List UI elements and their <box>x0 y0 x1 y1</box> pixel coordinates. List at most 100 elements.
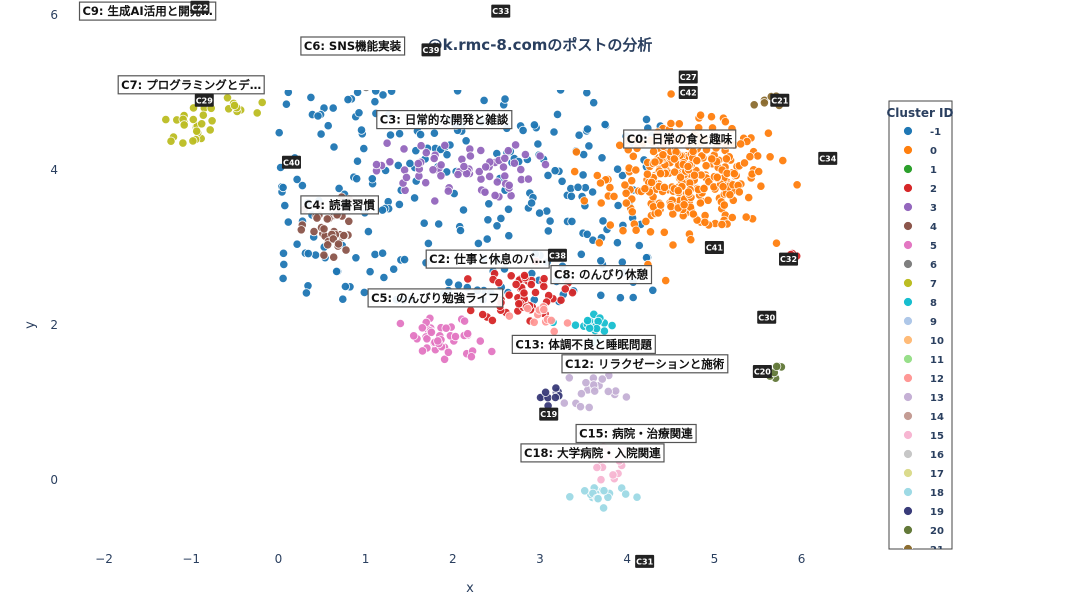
scatter-point <box>473 238 483 248</box>
cluster-badge-text: C30 <box>758 313 775 322</box>
legend-item[interactable]: 6 <box>903 259 938 272</box>
scatter-point <box>130 31 138 39</box>
scatter-point <box>517 0 525 7</box>
scatter-point <box>620 180 630 190</box>
legend-item[interactable]: 20 <box>903 525 944 538</box>
scatter-point <box>608 470 618 480</box>
cluster-badge-box <box>752 365 772 378</box>
scatter-point <box>551 1 559 9</box>
scatter-point <box>429 5 437 13</box>
scatter-point <box>443 347 453 357</box>
legend-item[interactable]: 1 <box>903 164 938 177</box>
legend-item[interactable]: 7 <box>903 278 938 291</box>
scatter-point <box>413 159 423 169</box>
legend-item[interactable]: 16 <box>903 449 944 462</box>
legend-item[interactable]: 17 <box>903 468 944 481</box>
legend-item[interactable]: 21 <box>903 544 944 557</box>
scatter-point <box>589 98 599 108</box>
scatter-point <box>628 292 638 303</box>
scatter-point <box>140 44 148 52</box>
cluster-annotation-text: C8: のんびり休憩 <box>554 268 649 282</box>
scatter-point <box>478 309 488 320</box>
scatter-point <box>744 193 754 203</box>
scatter-point <box>133 35 141 43</box>
scatter-point <box>330 58 338 66</box>
scatter-point <box>379 272 389 283</box>
scatter-point <box>613 200 623 211</box>
legend-item[interactable]: 18 <box>903 487 944 500</box>
legend-item[interactable]: -1 <box>903 126 942 139</box>
scatter-point <box>576 249 586 259</box>
scatter-point <box>532 64 540 72</box>
scatter-point <box>421 178 431 188</box>
scatter-point <box>276 10 284 18</box>
legend-label: 19 <box>930 507 944 518</box>
scatter-point <box>519 288 529 298</box>
scatter-point <box>339 230 349 241</box>
scatter-point <box>313 111 323 121</box>
legend[interactable]: Cluster ID -1012345678910111213141516171… <box>886 100 954 557</box>
scatter-point <box>729 169 739 179</box>
legend-marker <box>903 183 913 193</box>
scatter-point <box>331 8 339 16</box>
scatter-point <box>573 182 583 192</box>
scatter-point <box>281 99 291 109</box>
scatter-point <box>546 3 554 11</box>
scatter-point <box>666 90 676 99</box>
scatter-point <box>476 174 486 184</box>
scatter-point <box>772 361 782 371</box>
scatter-point <box>367 174 377 184</box>
scatter-point <box>593 4 601 12</box>
scatter-point <box>108 42 116 50</box>
scatter-point <box>303 20 311 28</box>
scatter-point <box>613 64 621 72</box>
legend-item[interactable]: 5 <box>903 240 938 253</box>
cluster-badge-text: C21 <box>771 96 788 105</box>
scatter-point <box>596 256 606 266</box>
scatter-point <box>771 238 782 248</box>
scatter-point <box>535 151 545 161</box>
scatter-point <box>592 170 602 181</box>
scatter-point <box>566 191 577 201</box>
legend-item[interactable]: 3 <box>903 202 938 215</box>
legend-item[interactable]: 12 <box>903 373 944 386</box>
legend-item[interactable]: 13 <box>903 392 944 405</box>
legend-marker <box>903 525 913 535</box>
legend-item[interactable]: 15 <box>903 430 944 443</box>
legend-item[interactable]: 9 <box>903 316 938 329</box>
scatter-point <box>621 392 632 402</box>
scatter-point <box>514 299 524 309</box>
cluster-badge-box <box>491 4 511 18</box>
legend-item[interactable]: 10 <box>903 335 944 348</box>
scatter-point <box>587 187 598 197</box>
scatter-point <box>579 196 589 206</box>
scatter-point <box>416 141 426 151</box>
scatter-point <box>615 140 625 150</box>
scatter-point <box>382 138 392 148</box>
scatter-point <box>296 225 306 235</box>
legend-item[interactable]: 14 <box>903 411 944 424</box>
legend-item[interactable]: 4 <box>903 221 938 234</box>
scatter-point <box>560 284 570 294</box>
scatter-point <box>509 158 520 168</box>
legend-item[interactable]: 11 <box>903 354 944 367</box>
cluster-annotation-box <box>575 423 697 444</box>
scatter-point <box>371 160 382 170</box>
scatter-point <box>456 67 464 75</box>
scatter-point <box>545 216 555 226</box>
scatter-point <box>476 145 486 156</box>
legend-item[interactable]: 2 <box>903 183 938 196</box>
legend-item[interactable]: 8 <box>903 297 938 310</box>
legend-item[interactable]: 0 <box>903 145 938 158</box>
scatter-point <box>625 0 633 6</box>
legend-label: 5 <box>930 241 937 252</box>
scatter-point <box>321 0 329 8</box>
cluster-annotation: C7: プログラミングとデ… <box>117 75 265 95</box>
scatter-point <box>283 217 293 227</box>
legend-item[interactable]: 19 <box>903 506 944 519</box>
chart-title: @k.rmc-8.comのポストの分析 <box>428 36 653 54</box>
scatter-point <box>644 71 652 79</box>
scatter-point <box>399 144 409 154</box>
legend-label: -1 <box>930 127 941 138</box>
scatter-point <box>647 57 655 65</box>
